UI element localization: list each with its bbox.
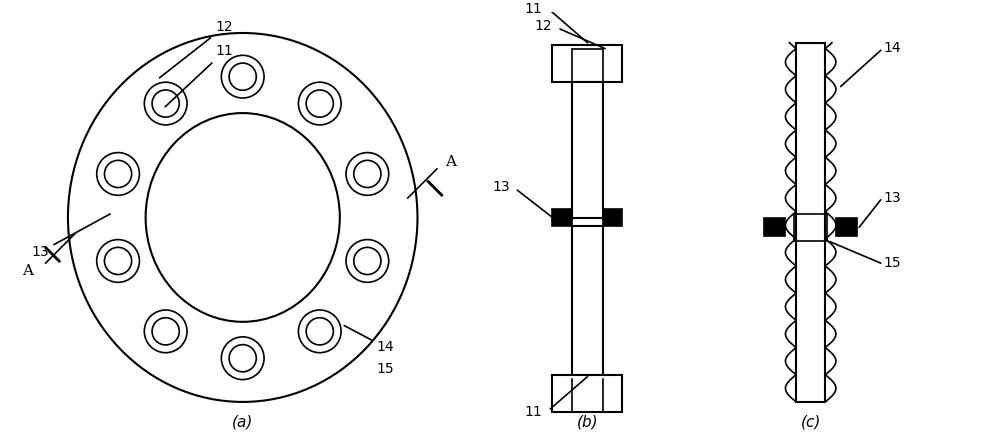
Text: (b): (b) <box>577 414 598 429</box>
Text: 11: 11 <box>165 44 233 107</box>
Text: 13: 13 <box>884 191 901 205</box>
Bar <box>796 42 825 402</box>
Text: 13: 13 <box>492 180 510 194</box>
Text: 13: 13 <box>31 214 110 259</box>
Circle shape <box>346 240 389 283</box>
Text: 15: 15 <box>377 362 394 376</box>
Text: A: A <box>445 155 456 169</box>
Text: 12: 12 <box>534 19 552 33</box>
Text: 14: 14 <box>344 325 394 354</box>
Circle shape <box>144 310 187 353</box>
Text: (c): (c) <box>801 414 821 429</box>
Bar <box>794 214 827 241</box>
Text: 12: 12 <box>159 20 233 78</box>
Bar <box>552 45 622 81</box>
Text: 11: 11 <box>524 405 542 418</box>
Circle shape <box>221 55 264 98</box>
Bar <box>836 219 857 236</box>
Bar <box>764 219 785 236</box>
Bar <box>552 209 572 226</box>
Text: 11: 11 <box>524 2 542 16</box>
Circle shape <box>97 240 139 283</box>
Text: A: A <box>22 264 33 278</box>
Text: (a): (a) <box>232 414 253 429</box>
Bar <box>603 209 622 226</box>
Circle shape <box>144 82 187 125</box>
Circle shape <box>346 152 389 195</box>
Circle shape <box>298 82 341 125</box>
Ellipse shape <box>146 113 340 322</box>
Circle shape <box>221 337 264 380</box>
Bar <box>552 375 622 412</box>
Circle shape <box>298 310 341 353</box>
Ellipse shape <box>68 33 417 402</box>
Text: 15: 15 <box>884 256 901 270</box>
Text: 14: 14 <box>884 42 901 55</box>
Circle shape <box>97 152 139 195</box>
Bar <box>572 226 603 375</box>
Bar <box>572 81 603 219</box>
